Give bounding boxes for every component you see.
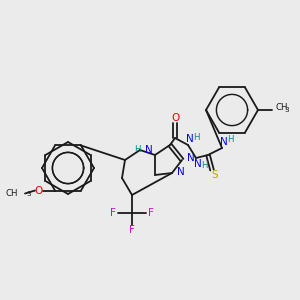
- Text: N: N: [177, 167, 185, 177]
- Text: N: N: [194, 159, 202, 169]
- Text: 3: 3: [284, 107, 289, 113]
- Text: H: H: [134, 145, 140, 154]
- Text: N: N: [187, 153, 195, 163]
- Text: O: O: [171, 113, 179, 123]
- Text: N: N: [220, 137, 228, 147]
- Text: F: F: [129, 225, 135, 235]
- Text: CH: CH: [5, 189, 18, 198]
- Text: 3: 3: [26, 190, 31, 196]
- Text: O: O: [35, 185, 43, 196]
- Text: S: S: [212, 170, 218, 180]
- Text: N: N: [186, 134, 194, 144]
- Text: CH: CH: [276, 103, 289, 112]
- Text: H: H: [227, 136, 233, 145]
- Text: F: F: [148, 208, 154, 218]
- Text: H: H: [193, 133, 199, 142]
- Text: F: F: [110, 208, 116, 218]
- Text: N: N: [145, 145, 153, 155]
- Text: H: H: [201, 161, 207, 170]
